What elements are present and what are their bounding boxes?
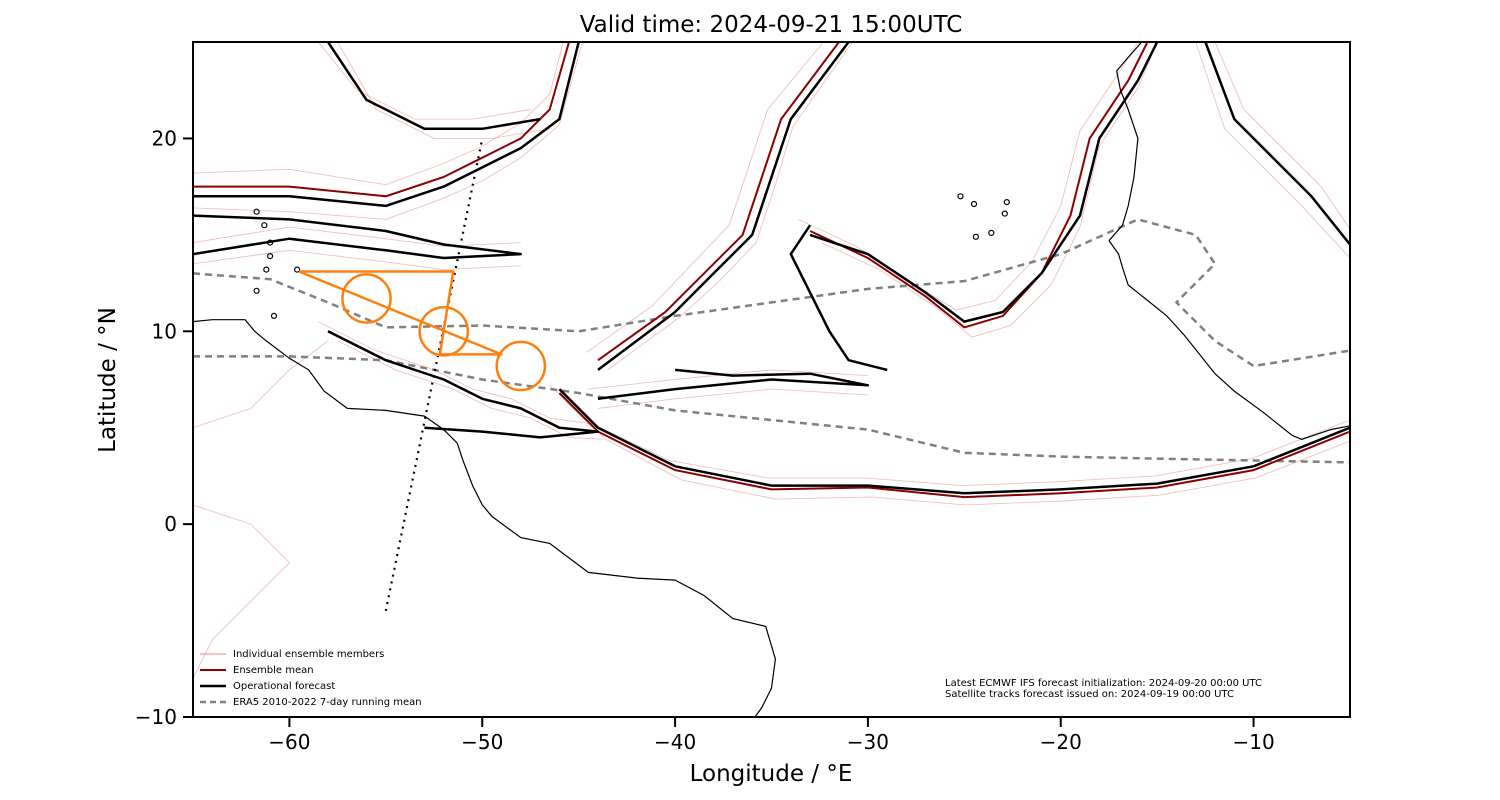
satellite-track [384,138,484,612]
flight-circle [495,340,547,392]
ensemble-member-contour [193,42,564,186]
ensemble-mean-layer [193,42,1350,499]
x-tick-label: −60 [268,730,310,754]
ensemble-member-contour [586,42,824,353]
coastline [193,319,777,717]
operational-forecast-contour [809,42,1159,323]
forecast-init-text: Latest ECMWF IFS forecast initialization… [945,678,1262,689]
island [1001,210,1008,217]
ensemble-member-contour [193,340,329,429]
coastline [1108,42,1143,241]
ensemble-mean-contour [558,392,1350,499]
y-tick-label: 10 [152,319,177,343]
ensemble-member-contour [1214,42,1350,230]
ensemble-mean-contour [597,42,840,362]
ensemble-member-contour [607,42,853,371]
ensemble-member-contour [317,42,531,120]
island [267,253,274,260]
flight-path [298,270,503,356]
ensemble-mean-contour [193,42,570,198]
ensemble-member-contour [588,369,868,390]
flight-circle [418,305,470,357]
island [294,266,301,273]
x-tick-label: −10 [1232,730,1274,754]
map-title: Valid time: 2024-09-21 15:00UTC [580,12,963,38]
island [988,229,995,236]
operational-forecast-contour [193,42,580,208]
flight-path-layer [298,270,547,392]
operational-forecast-contour [597,368,870,401]
ensemble-member-contour [798,42,1139,311]
ensemble-member-contour [549,384,1350,487]
operational-forecast-layer [193,42,1350,495]
island [1003,199,1010,206]
ensemble-member-contour [1195,42,1350,259]
satellite-track-layer [384,138,484,612]
legend: Individual ensemble members Ensemble mea… [200,649,422,708]
island [261,222,268,229]
operational-forecast-contour [193,214,523,260]
island [253,287,260,294]
legend-label-mean: Ensemble mean [233,665,314,676]
island [263,266,270,273]
operational-forecast-contour [789,224,888,372]
ensemble-member-contour [597,388,868,409]
operational-forecast-contour [327,330,600,439]
x-tick-label: −30 [847,730,889,754]
satellite-track-issue-text: Satellite tracks forecast issued on: 202… [945,689,1234,700]
x-axis-label: Longitude / °E [690,761,853,787]
y-tick-label: 0 [164,512,177,536]
legend-label-era5: ERA5 2010-2022 7-day running mean [233,697,422,708]
island [972,233,980,240]
ensemble-mean-contour [809,42,1149,329]
operational-forecast-contour [558,388,1350,495]
legend-label-operational: Operational forecast [233,681,335,692]
ensemble-members-layer [193,42,1350,679]
operational-forecast-contour [1204,42,1350,246]
operational-forecast-contour [597,42,850,371]
island [957,193,964,200]
ensemble-member-contour [193,504,291,679]
flight-circle [341,273,392,324]
era5-contour [193,218,1350,368]
x-tick-label: −50 [461,730,503,754]
plot-area [193,42,1350,717]
x-tick-label: −40 [654,730,696,754]
ensemble-member-contour [821,42,1158,338]
ensemble-member-contour [193,249,521,271]
ensemble-member-contour [337,42,550,139]
y-tick-label: −10 [135,705,177,729]
coastline-layer [193,42,1350,717]
coastline [1108,240,1350,440]
era5-contour-layer [193,218,1350,464]
y-axis-label: Latitude / °N [95,307,121,453]
x-axis-ticks: −60 −50 −40 −30 −20 −10 [268,717,1275,754]
y-axis-ticks: −10 0 10 20 [135,126,193,729]
legend-label-members: Individual ensemble members [233,649,384,660]
ensemble-member-contour [566,402,1350,506]
plot-frame [192,41,1351,718]
island [267,239,274,246]
operational-forecast-contour [326,42,541,131]
island [970,200,978,208]
ensemble-member-contour [337,340,604,440]
island [270,312,278,319]
ensemble-member-contour [318,321,593,425]
y-tick-label: 20 [152,126,177,150]
island [253,208,260,215]
ensemble-member-contour [193,226,521,247]
x-tick-label: −20 [1040,730,1082,754]
ensemble-member-contour [193,42,583,220]
